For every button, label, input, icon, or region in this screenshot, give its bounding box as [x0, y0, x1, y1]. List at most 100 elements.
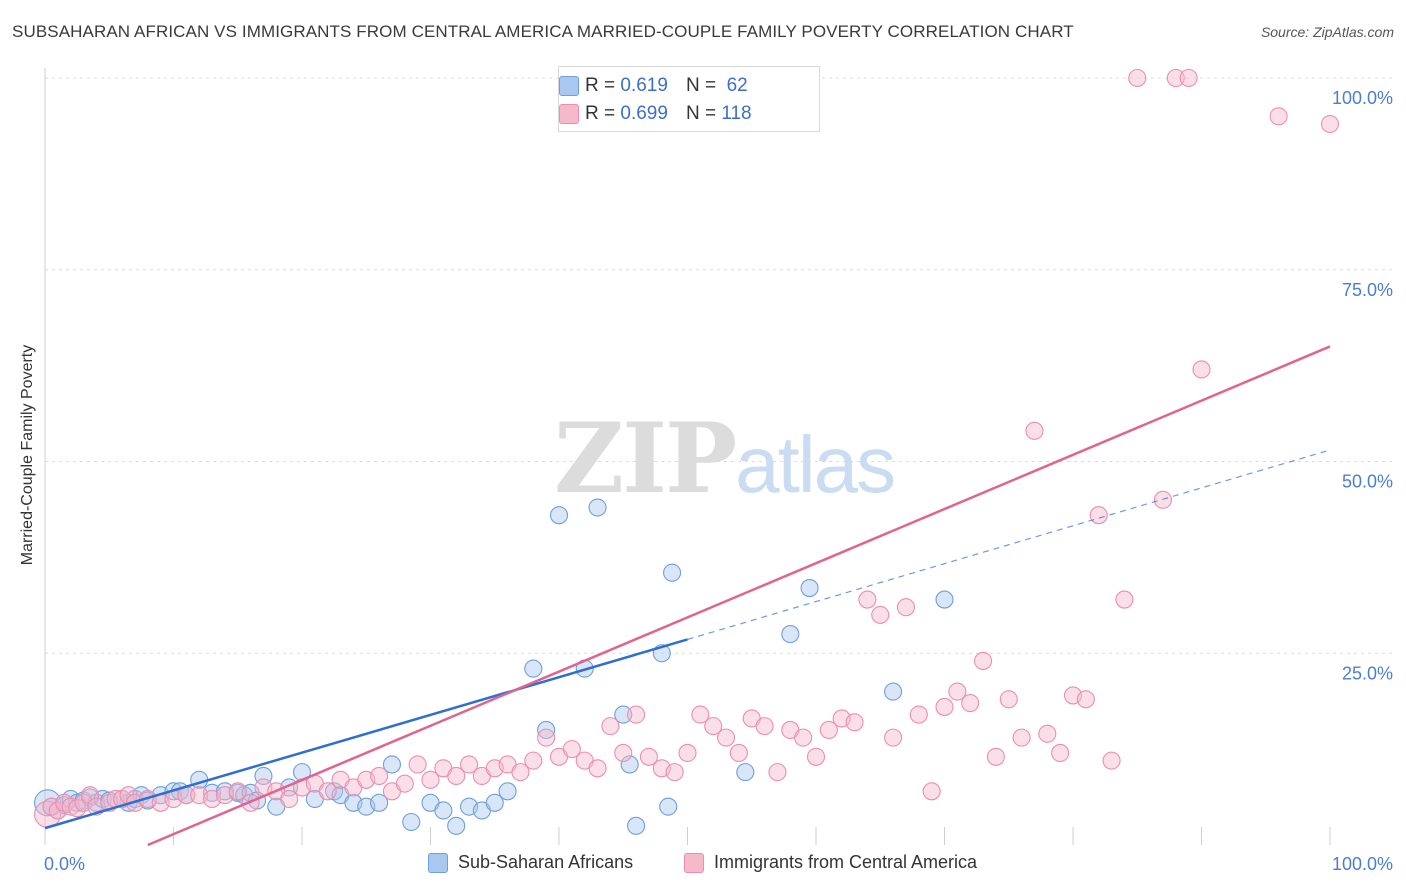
watermark-atlas: atlas: [735, 420, 896, 509]
point-central-america: [999, 690, 1018, 709]
legend-n-value: 118: [721, 103, 752, 124]
legend-swatch-pink: [559, 104, 579, 124]
point-central-america: [1166, 68, 1185, 88]
point-central-america: [986, 747, 1005, 766]
point-central-america: [871, 605, 890, 624]
point-central-america: [716, 728, 736, 747]
y-tick-label: 100.0%: [1332, 88, 1393, 108]
legend-r-label: R =: [585, 75, 616, 96]
point-central-america: [1051, 743, 1070, 763]
legend-swatch-blue: [428, 852, 448, 873]
y-tick-label: 25.0%: [1342, 663, 1393, 683]
point-sub-saharan: [781, 625, 800, 644]
legend-r-value: 0.699: [620, 103, 668, 124]
trendline-sub-saharan-extension: [687, 449, 1331, 641]
point-sub-saharan: [382, 755, 402, 774]
point-sub-saharan: [884, 682, 903, 701]
point-central-america: [588, 759, 607, 778]
point-central-america: [909, 705, 928, 724]
point-central-america: [639, 747, 659, 766]
watermark: ZIPatlas: [554, 402, 896, 515]
point-sub-saharan: [524, 659, 543, 678]
point-central-america: [562, 740, 581, 759]
point-central-america: [768, 763, 787, 782]
point-central-america: [370, 766, 389, 786]
point-central-america: [1012, 728, 1031, 747]
point-sub-saharan: [659, 797, 678, 816]
point-central-america: [228, 782, 247, 801]
point-central-america: [447, 766, 466, 786]
legend-stats-row-pink: R = 0.699 N = 118: [559, 101, 752, 127]
point-sub-saharan: [620, 755, 639, 774]
legend-label: Immigrants from Central America: [714, 852, 978, 872]
point-sub-saharan: [402, 812, 421, 832]
legend-stats-row-blue: R = 0.619 N = 62: [559, 73, 748, 99]
point-central-america: [1128, 68, 1147, 88]
point-central-america: [665, 763, 684, 782]
point-central-america: [395, 774, 414, 793]
point-central-america: [459, 755, 479, 774]
x-tick-label: 0.0%: [44, 854, 85, 874]
point-central-america: [1320, 114, 1340, 134]
point-central-america: [1192, 360, 1211, 379]
point-central-america: [896, 598, 916, 617]
point-central-america: [1102, 751, 1121, 770]
point-sub-saharan: [663, 563, 682, 582]
point-central-america: [421, 770, 440, 789]
point-central-america: [1089, 506, 1108, 525]
point-central-america: [845, 713, 864, 732]
point-sub-saharan: [434, 801, 453, 820]
point-central-america: [627, 705, 646, 724]
y-tick-label: 75.0%: [1342, 280, 1393, 300]
legend-swatch-pink: [684, 852, 704, 873]
legend-r-value: 0.619: [620, 75, 668, 96]
point-central-america: [318, 782, 337, 801]
point-central-america: [1025, 421, 1044, 440]
point-sub-saharan: [588, 498, 607, 517]
point-central-america: [1269, 107, 1288, 126]
legend-n-label: N =: [685, 103, 717, 124]
point-central-america: [524, 751, 543, 770]
point-central-america: [408, 755, 427, 774]
point-sub-saharan: [627, 816, 646, 835]
source-credit: Source: ZipAtlas.com: [1260, 24, 1394, 40]
y-tick-label: 50.0%: [1342, 472, 1393, 492]
point-central-america: [1115, 590, 1134, 609]
point-central-america: [704, 717, 723, 736]
point-central-america: [819, 720, 838, 740]
point-sub-saharan: [614, 705, 633, 724]
point-central-america: [537, 728, 556, 747]
point-central-america: [961, 694, 980, 713]
point-central-america: [729, 743, 748, 763]
point-central-america: [1076, 690, 1095, 709]
legend-n-label: N =: [685, 75, 717, 96]
point-central-america: [948, 682, 967, 701]
legend-r-label: R =: [585, 103, 616, 124]
point-sub-saharan: [370, 793, 389, 812]
point-central-america: [511, 763, 530, 782]
point-sub-saharan: [549, 506, 569, 525]
point-central-america: [1179, 68, 1198, 88]
point-sub-saharan: [800, 579, 819, 598]
legend-n-value: 62: [726, 75, 748, 96]
point-central-america: [601, 717, 620, 736]
point-central-america: [755, 717, 774, 736]
point-sub-saharan: [935, 590, 954, 609]
point-sub-saharan: [537, 720, 556, 740]
x-tick-label: 100.0%: [1332, 854, 1393, 874]
legend-swatch-blue: [559, 76, 579, 96]
point-central-america: [691, 705, 710, 724]
point-central-america: [1038, 724, 1057, 743]
watermark-zip: ZIP: [554, 402, 737, 515]
point-central-america: [884, 728, 903, 747]
point-central-america: [280, 789, 299, 809]
point-sub-saharan: [485, 793, 504, 812]
point-central-america: [806, 747, 826, 766]
point-central-america: [794, 728, 813, 747]
trendline-central-america: [147, 345, 1331, 847]
legend-item-central-america: Immigrants from Central America: [684, 852, 977, 873]
legend-item-sub-saharan: Sub-Saharan Africans: [428, 852, 633, 873]
legend-label: Sub-Saharan Africans: [458, 852, 634, 872]
point-central-america: [678, 743, 697, 763]
